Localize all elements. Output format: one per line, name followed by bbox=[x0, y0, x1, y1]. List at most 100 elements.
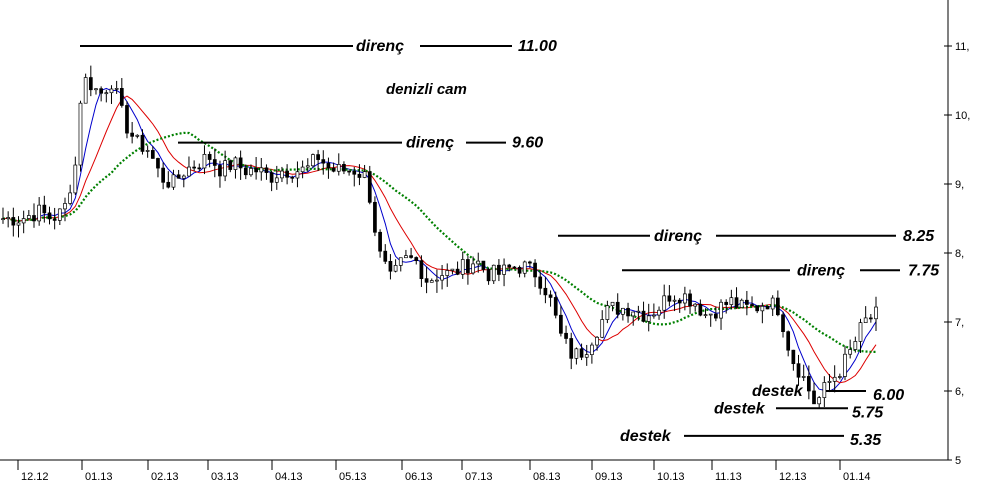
candle-body bbox=[181, 175, 186, 179]
candle-body bbox=[109, 88, 114, 94]
candle-body bbox=[367, 171, 372, 203]
candle-body bbox=[378, 231, 382, 252]
candle-body bbox=[662, 295, 667, 311]
candle-body bbox=[450, 268, 455, 271]
candle-body bbox=[843, 353, 847, 377]
candle-body bbox=[6, 217, 11, 220]
candle-body bbox=[491, 264, 496, 282]
candle-body bbox=[837, 376, 842, 378]
candle-body bbox=[73, 164, 78, 194]
candle-body bbox=[471, 263, 475, 274]
candle-body bbox=[579, 348, 584, 358]
resistance-value: 9.60 bbox=[512, 135, 543, 152]
moving-averages bbox=[2, 87, 877, 392]
candle-body bbox=[600, 319, 605, 338]
candle-body bbox=[610, 301, 615, 307]
candle-body bbox=[455, 268, 460, 275]
x-tick-label: 11.13 bbox=[715, 471, 742, 483]
candle-body bbox=[52, 218, 57, 221]
annotations: direnç 11.00 direnç 9.60 direnç 8.25 direnç 7.7… bbox=[80, 38, 940, 449]
candle-body bbox=[832, 376, 837, 382]
candle-body bbox=[745, 299, 749, 305]
candle-body bbox=[16, 222, 21, 226]
resistance-value: 7.75 bbox=[908, 262, 940, 279]
x-tick-label: 12.13 bbox=[779, 471, 807, 483]
candle-body bbox=[476, 260, 481, 265]
candle-body bbox=[543, 287, 548, 296]
candle-body bbox=[776, 297, 780, 316]
candle-body bbox=[827, 380, 832, 383]
candle-body bbox=[321, 159, 326, 164]
candle-body bbox=[414, 257, 419, 262]
candle-body bbox=[641, 310, 646, 322]
candle-body bbox=[326, 162, 331, 169]
support-value: 6.00 bbox=[873, 387, 904, 404]
candle-body bbox=[254, 168, 258, 173]
candle-body bbox=[26, 215, 31, 219]
resistance-label: direnç bbox=[797, 262, 845, 279]
x-tick-label: 03.13 bbox=[211, 471, 239, 483]
candle-body bbox=[63, 203, 67, 210]
candle-body bbox=[466, 259, 470, 274]
candle-body bbox=[88, 77, 93, 91]
x-tick-label: 01.14 bbox=[843, 471, 871, 483]
candle-body bbox=[760, 305, 765, 312]
resistance-label: direnç bbox=[406, 135, 454, 152]
candle-body bbox=[311, 154, 315, 167]
candle-body bbox=[538, 276, 543, 289]
candle-body bbox=[848, 349, 853, 355]
candle-body bbox=[166, 181, 171, 188]
candle-body bbox=[316, 154, 320, 160]
candle-body bbox=[171, 174, 176, 188]
candle-body bbox=[192, 166, 196, 169]
candle-body bbox=[755, 305, 760, 312]
resistance-value: 11.00 bbox=[518, 38, 557, 55]
candle-body bbox=[47, 212, 52, 220]
candle-body bbox=[605, 305, 610, 320]
candle-body bbox=[657, 309, 661, 316]
x-tick-label: 06.13 bbox=[405, 471, 433, 483]
candle-body bbox=[615, 301, 620, 315]
candle-body bbox=[331, 167, 336, 172]
candle-body bbox=[750, 304, 754, 307]
candle-body bbox=[259, 167, 264, 173]
candle-body bbox=[295, 171, 300, 179]
y-tick-label: 7, bbox=[955, 317, 964, 329]
candle-body bbox=[21, 218, 26, 224]
candle-body bbox=[300, 166, 305, 173]
candle-body bbox=[440, 275, 444, 281]
candle-body bbox=[11, 217, 16, 226]
candle-body bbox=[373, 201, 377, 233]
candle-body bbox=[672, 299, 677, 302]
candle-body bbox=[677, 299, 682, 304]
candle-body bbox=[522, 261, 527, 274]
candle-body bbox=[863, 317, 868, 324]
candle-body bbox=[362, 171, 367, 178]
y-tick-label: 10, bbox=[955, 110, 970, 122]
moving-average-line bbox=[2, 131, 876, 353]
candle-body bbox=[445, 270, 450, 276]
candle-body bbox=[119, 88, 124, 106]
candle-body bbox=[42, 204, 47, 214]
candle-body bbox=[404, 255, 408, 259]
candle-body bbox=[636, 310, 641, 313]
candle-body bbox=[569, 338, 574, 359]
candle-body bbox=[553, 297, 558, 316]
candle-body bbox=[37, 204, 42, 222]
candle-body bbox=[238, 157, 243, 169]
candle-body bbox=[719, 301, 723, 319]
candle-body bbox=[150, 150, 155, 159]
candle-body bbox=[667, 295, 672, 302]
candle-body bbox=[812, 390, 816, 405]
candle-body bbox=[497, 264, 501, 275]
candle-body bbox=[99, 88, 103, 94]
candle-body bbox=[264, 167, 269, 173]
candle-body bbox=[130, 132, 134, 137]
candle-body bbox=[125, 105, 129, 134]
candle-body bbox=[564, 332, 568, 339]
candle-body bbox=[409, 255, 413, 258]
axes: 11, 10, 9, 8, 7, 6, 5 12.12 01.13 02.13 03.13 04.13… bbox=[0, 0, 970, 483]
support-value: 5.75 bbox=[852, 404, 884, 421]
candle-body bbox=[626, 307, 630, 317]
candle-body bbox=[285, 170, 289, 178]
